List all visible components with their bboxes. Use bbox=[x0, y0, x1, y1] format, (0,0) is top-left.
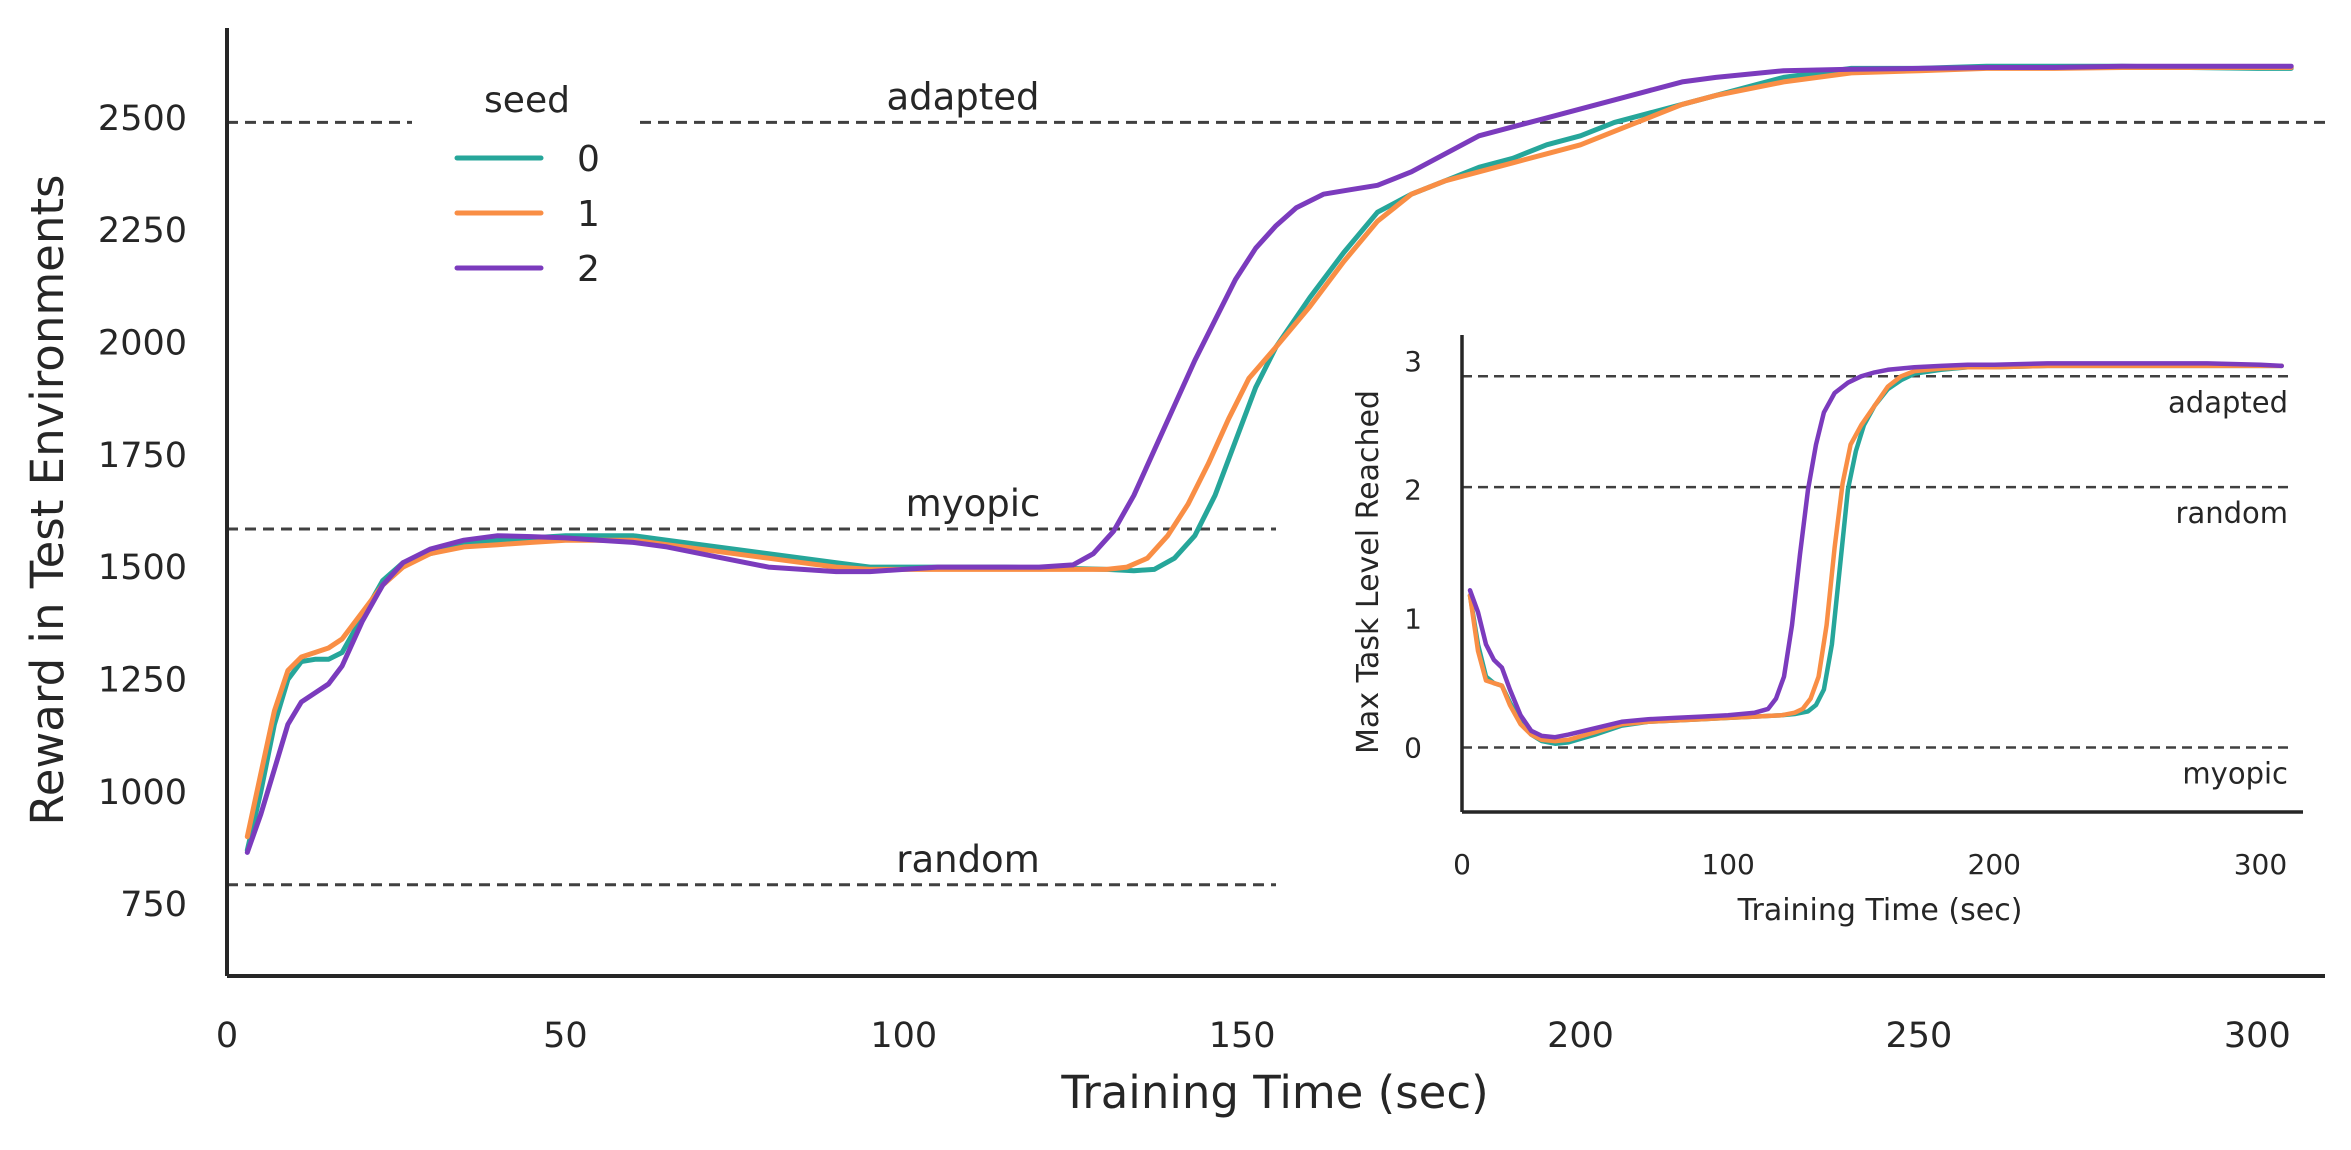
main-tick-labels: 0 50 100 150 200 250 3007501000125015001750200… bbox=[98, 99, 2291, 1056]
main-y-tick-label: 750 bbox=[120, 885, 187, 925]
main-x-tick-label: 300 bbox=[2224, 1016, 2291, 1056]
legend: seed 0 1 2 bbox=[454, 80, 600, 290]
main-y-tick-label: 2500 bbox=[98, 99, 187, 139]
main-series-line-seed-0 bbox=[244, 63, 2294, 853]
main-x-tick-label: 50 bbox=[543, 1016, 588, 1056]
legend-label-seed-1: 1 bbox=[577, 194, 600, 235]
inset-y-tick-label: 0 bbox=[1404, 732, 1422, 765]
inset-x-tick-label: 200 bbox=[1968, 848, 2021, 881]
main-y-tick-label: 1750 bbox=[98, 436, 187, 476]
inset-series-line-seed-0 bbox=[1467, 363, 2284, 746]
main-x-tick-label: 200 bbox=[1547, 1016, 1614, 1056]
legend-label-seed-0: 0 bbox=[577, 139, 600, 180]
inset-series-line-seed-1 bbox=[1467, 363, 2284, 744]
inset-axes bbox=[1460, 335, 2303, 814]
ref-label-myopic: myopic bbox=[906, 482, 1041, 525]
inset-series-line-seed-2 bbox=[1467, 361, 2284, 740]
main-y-tick-label: 1000 bbox=[98, 773, 187, 813]
main-x-tick-label: 0 bbox=[216, 1016, 238, 1056]
main-y-tick-label: 1250 bbox=[98, 660, 187, 700]
legend-items: 0 1 2 bbox=[454, 139, 600, 290]
inset-tick-labels: 0 100 200 300 0 1 2 3 bbox=[1404, 345, 2287, 881]
main-series-line-seed-1 bbox=[244, 65, 2294, 840]
main-series-lines bbox=[244, 63, 2294, 855]
inset-x-tick-label: 300 bbox=[2234, 848, 2287, 881]
main-y-axis-label: Reward in Test Environments bbox=[21, 175, 74, 826]
legend-title: seed bbox=[484, 80, 570, 121]
main-x-tick-label: 150 bbox=[1209, 1016, 1276, 1056]
inset-ref-label-adapted: adapted bbox=[2168, 385, 2288, 419]
inset-x-axis-label: Training Time (sec) bbox=[1737, 893, 2023, 928]
inset-y-axis-label: Max Task Level Reached bbox=[1351, 390, 1386, 754]
inset-x-tick-label: 0 bbox=[1453, 848, 1471, 881]
inset-reference-lines: adapted random myopic bbox=[1462, 375, 2288, 791]
main-series-line-seed-2 bbox=[244, 63, 2294, 855]
main-reference-lines: adapted myopic random bbox=[227, 75, 2325, 887]
inset-y-tick-label: 3 bbox=[1404, 345, 1422, 378]
main-x-tick-label: 100 bbox=[870, 1016, 937, 1056]
inset-ref-label-myopic: myopic bbox=[2182, 757, 2288, 791]
inset-ref-label-random: random bbox=[2176, 496, 2288, 530]
inset-series-lines bbox=[1467, 361, 2284, 746]
inset-y-tick-label: 1 bbox=[1404, 603, 1422, 636]
legend-label-seed-2: 2 bbox=[577, 249, 600, 290]
inset-y-tick-label: 2 bbox=[1404, 474, 1422, 507]
inset-plot: adapted random myopic 0 100 200 300 0 1 2 3 Train… bbox=[1351, 335, 2303, 928]
main-y-tick-label: 2250 bbox=[98, 211, 187, 251]
main-y-tick-label: 1500 bbox=[98, 548, 187, 588]
inset-x-tick-label: 100 bbox=[1701, 848, 1754, 881]
main-x-axis-label: Training Time (sec) bbox=[1060, 1066, 1488, 1119]
main-y-tick-label: 2000 bbox=[98, 324, 187, 364]
main-axes bbox=[225, 28, 2325, 978]
ref-label-random: random bbox=[896, 838, 1040, 881]
ref-label-adapted: adapted bbox=[886, 75, 1039, 118]
main-x-tick-label: 250 bbox=[1886, 1016, 1953, 1056]
